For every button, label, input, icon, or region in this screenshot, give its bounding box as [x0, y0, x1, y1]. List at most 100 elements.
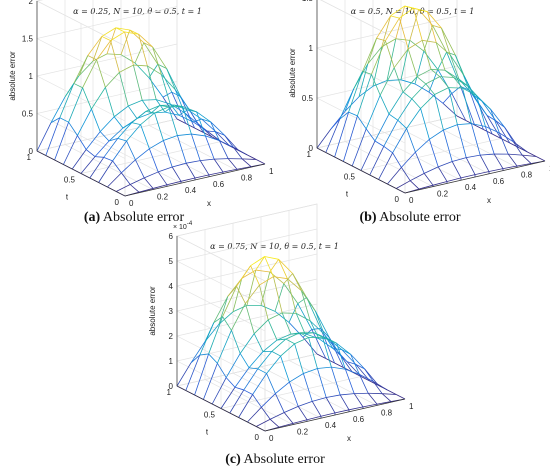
- mesh-segment: [346, 361, 356, 365]
- mesh-segment: [318, 338, 334, 349]
- t-tick-label: 0.5: [64, 176, 76, 185]
- z-axis-label: absolute error: [288, 48, 297, 98]
- mesh-segment: [126, 124, 141, 142]
- mesh-segment: [222, 286, 237, 317]
- mesh-segment: [219, 140, 234, 148]
- mesh-segment: [253, 319, 269, 334]
- mesh-segment: [108, 137, 118, 142]
- mesh-segment: [443, 124, 458, 131]
- mesh-segment: [274, 311, 290, 323]
- mesh-segment: [480, 153, 495, 156]
- mesh-segment: [68, 87, 83, 123]
- z-tick-label: 5: [169, 257, 174, 266]
- mesh-segment: [323, 334, 334, 349]
- mesh-segment: [208, 171, 224, 176]
- mesh-segment: [143, 42, 153, 48]
- mesh-segment: [110, 40, 120, 73]
- mesh-segment: [432, 25, 447, 53]
- mesh-segment: [164, 111, 180, 116]
- mesh-segment: [306, 415, 322, 421]
- mesh-segment: [144, 171, 159, 179]
- mesh-segment: [225, 353, 241, 378]
- mesh-segment: [297, 297, 307, 304]
- mesh-segment: [513, 141, 528, 153]
- mesh-segment: [185, 162, 196, 179]
- z-tick-label: 0: [29, 147, 34, 156]
- mesh-segment: [485, 126, 495, 155]
- chart-panel-b: α = 0.5, N = 10, θ = 0.5, t = 1 0 0.2 0.4 0.…: [275, 0, 550, 205]
- mesh-segment: [264, 256, 274, 277]
- mesh-segment: [357, 115, 367, 130]
- x-tick-label: 0.8: [521, 170, 533, 179]
- mesh-segment: [448, 87, 463, 89]
- mesh-segment: [142, 99, 157, 101]
- mesh-segment: [78, 60, 94, 77]
- mesh-segment: [255, 269, 270, 273]
- mesh-segment: [401, 151, 416, 168]
- chart-panel-a: α = 0.25, N = 10, θ = 0.5, t = 1 0 0.2 0.4 0…: [0, 0, 275, 208]
- mesh-segment: [362, 403, 378, 408]
- mesh-segment: [140, 112, 155, 125]
- mesh-segment: [182, 106, 192, 135]
- mesh-segment: [292, 419, 308, 424]
- mesh-segment: [163, 140, 173, 168]
- mesh-segment: [334, 111, 349, 158]
- mesh-segment: [257, 351, 273, 370]
- chart-title: α = 0.25, N = 10, θ = 0.5, t = 1: [73, 7, 202, 16]
- mesh-segment: [268, 312, 283, 321]
- mesh-segment: [124, 31, 134, 66]
- mesh-segment: [138, 188, 154, 193]
- mesh-segment: [373, 381, 388, 391]
- z-tick-label: 1.5: [22, 35, 34, 44]
- mesh-segment: [147, 65, 157, 100]
- z-tick-label: 0: [169, 382, 174, 391]
- mesh-segment: [270, 412, 285, 420]
- mesh-segment: [113, 105, 129, 118]
- mesh-segment: [129, 184, 140, 193]
- mesh-segment: [287, 278, 297, 314]
- mesh-segment: [177, 135, 187, 164]
- z-tick-label: 1: [29, 72, 34, 81]
- mesh-segment: [451, 93, 467, 121]
- mesh-segment: [435, 42, 451, 56]
- mesh-segment: [499, 132, 514, 143]
- mesh-segment: [434, 87, 449, 95]
- caption-a-text: Absolute error: [102, 210, 185, 225]
- mesh-segment: [50, 96, 66, 123]
- mesh-segment: [372, 80, 388, 87]
- mesh-segment: [420, 94, 435, 109]
- mesh-segment: [175, 89, 185, 113]
- mesh-segment: [311, 327, 321, 330]
- chart-title: α = 0.75, N = 10, θ = 0.5, t = 1: [210, 242, 339, 251]
- mesh-segment: [362, 70, 372, 75]
- mesh-segment: [213, 316, 223, 324]
- mesh-segment: [430, 68, 446, 71]
- mesh-segment: [89, 157, 105, 179]
- mesh-segment: [334, 409, 350, 414]
- mesh-segment: [166, 180, 182, 186]
- mesh-segment: [437, 166, 448, 182]
- mesh-segment: [325, 118, 341, 153]
- mesh-segment: [457, 124, 467, 158]
- t-tick-label: 1: [27, 153, 32, 162]
- mesh-segment: [331, 366, 346, 370]
- x-axis-label: x: [347, 434, 351, 443]
- z-tick-label: 6: [169, 232, 174, 241]
- mesh-segment: [133, 64, 148, 67]
- x-axis-label: x: [487, 196, 491, 205]
- mesh-segment: [322, 337, 332, 368]
- mesh-segment: [340, 393, 355, 396]
- mesh-segment: [219, 140, 229, 159]
- mesh-segment: [122, 122, 133, 129]
- mesh-segment: [345, 368, 360, 375]
- x-tick-label: 0.4: [325, 421, 337, 430]
- mesh-segment: [452, 157, 467, 162]
- x-axis-label: x: [207, 199, 211, 208]
- mesh-segment: [311, 329, 327, 359]
- mesh-segment: [392, 152, 402, 168]
- mesh-segment: [227, 158, 238, 170]
- mesh-segment: [232, 305, 248, 313]
- caption-b-tag: (b): [359, 210, 377, 225]
- mesh-segment: [350, 353, 365, 370]
- mesh-segment: [203, 363, 218, 400]
